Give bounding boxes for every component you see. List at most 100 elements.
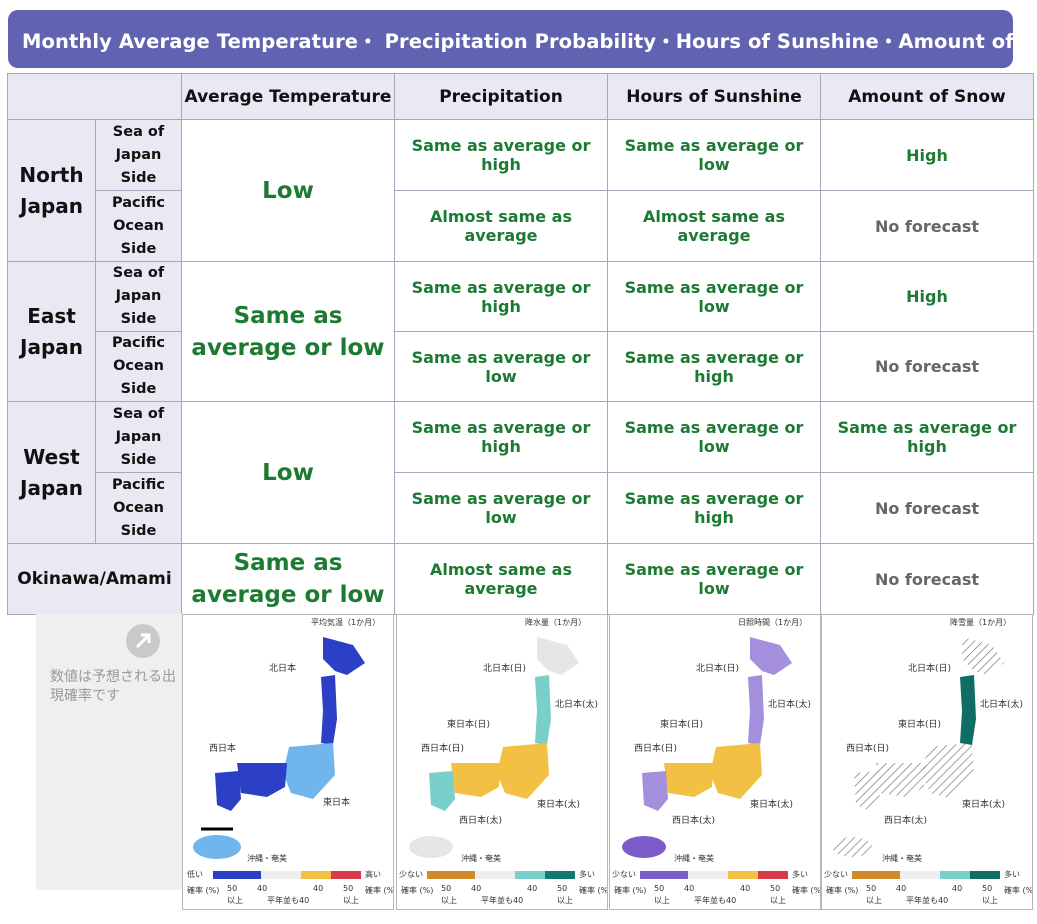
legend-mid: 平年並も40 [481,895,523,905]
legend-num: 50 [343,884,353,893]
legend-num: 40 [313,884,323,893]
map-temperature: 平均気温（1か月） 北日本 西日本 東日本 沖縄・奄美 低い 高い 確率 (%)… [182,614,394,910]
legend-prob: 確率 (%) [1004,885,1032,895]
legend-mid: 平年並も40 [906,895,948,905]
legend-left: 少ない [612,870,636,879]
legend-num: 50 [557,884,567,893]
temp-north: Low [181,119,395,262]
legend-mid: 平年並も40 [694,895,736,905]
region-west: West Japan [7,401,96,544]
header-sunshine: Hours of Sunshine [607,73,821,120]
legend-swatch-high [545,871,575,879]
sunshine-okinawa: Same as average or low [607,543,821,615]
legend-swatch-mid [688,871,728,879]
sunshine-west-pacific: Same as average or high [607,472,821,544]
map-label-okinawa: 沖縄・奄美 [461,853,501,863]
snow-east-sea: High [820,261,1034,332]
legend-right: 高い [365,869,381,879]
japan-region-west [451,763,501,797]
legend-num: 40 [952,884,962,893]
table-row: Pacific Ocean Side Same as average or lo… [8,472,1034,544]
map-label-west: 西日本 [209,742,236,754]
precip-east-pacific: Same as average or low [394,331,608,402]
japan-region-west [642,771,668,811]
legend-swatch-warm [940,871,970,879]
map-label-north2: 北日本(太) [980,698,1023,710]
legend-prob: 確率 (%) [792,885,820,895]
japan-region-west [854,771,880,811]
map-label-west: 西日本(日) [634,742,677,754]
japan-region-north [537,637,579,675]
table-row: Pacific Ocean Side Same as average or lo… [8,331,1034,402]
arrow-up-right-icon[interactable] [126,624,160,658]
map-label-north: 北日本(日) [483,662,526,674]
japan-region-okinawa [409,836,453,858]
legend-ijo: 以上 [227,896,243,905]
precip-north-pacific: Almost same as average [394,190,608,262]
legend-swatch-mid [261,871,301,879]
table-row: Okinawa/Amami Same as average or low Alm… [7,543,1034,615]
snow-east-pacific: No forecast [820,331,1034,402]
map-title: 降雪量（1か月） [950,617,1011,627]
side-sea: Sea of Japan Side [95,261,182,332]
legend-num: 50 [770,884,780,893]
japan-region-okinawa [832,837,872,857]
legend-right: 多い [1004,869,1020,879]
legend-num: 40 [684,884,694,893]
probability-note-text: 数値は予想される出現確率です [50,669,176,704]
table-row: North Japan Sea of Japan Side Low Same a… [7,119,1034,262]
table-row: East Japan Sea of Japan Side Same as ave… [7,261,1034,402]
map-label-north: 北日本(日) [908,662,951,674]
sunshine-east-pacific: Same as average or high [607,331,821,402]
sunshine-east-sea: Same as average or low [607,261,821,332]
temp-west: Low [181,401,395,544]
region-north: North Japan [7,119,96,262]
legend-left: 低い [187,869,203,879]
map-title: 平均気温（1か月） [311,617,380,627]
legend-swatch-warm [301,871,331,879]
legend-num: 50 [866,884,876,893]
legend-num: 50 [982,884,992,893]
precip-west-sea: Same as average or high [394,401,608,473]
map-label-east: 東日本(日) [447,718,490,730]
japan-region-east [922,743,974,799]
japan-region-west [237,763,287,797]
legend-swatch-high [970,871,1000,879]
map-label-west: 西日本(日) [421,742,464,754]
map-label-east: 東日本(日) [898,718,941,730]
legend-num: 50 [441,884,451,893]
region-east: East Japan [7,261,96,402]
snow-north-pacific: No forecast [820,190,1034,262]
precip-east-sea: Same as average or high [394,261,608,332]
legend-num: 40 [896,884,906,893]
legend-right: 多い [579,869,595,879]
map-label-east: 東日本 [323,796,350,808]
legend-swatch-warm [515,871,545,879]
legend-swatch-low [852,871,900,879]
legend-swatch-low [427,871,475,879]
legend-ijo: 以上 [654,896,670,905]
map-label-north: 北日本 [269,662,296,674]
precip-north-sea: Same as average or high [394,119,608,191]
map-label-okinawa: 沖縄・奄美 [247,853,287,863]
legend-left: 少ない [824,870,848,879]
legend-swatch-high [758,871,788,879]
precip-west-pacific: Same as average or low [394,472,608,544]
probability-note-panel: 数値は予想される出現確率です [36,614,182,890]
map-label-okinawa: 沖縄・奄美 [882,853,922,863]
japan-region-east [283,743,335,799]
legend-num: 50 [654,884,664,893]
legend-num: 40 [257,884,267,893]
header-snow: Amount of Snow [820,73,1034,120]
header-row: Average Temperature Precipitation Hours … [7,73,1034,120]
legend-prob: 確率 (%) [401,885,433,895]
map-label-north: 北日本(日) [696,662,739,674]
legend-swatch-warm [728,871,758,879]
legend-swatch-low [640,871,688,879]
map-label-north2: 北日本(太) [555,698,598,710]
japan-region-east [710,743,762,799]
map-label-okinawa: 沖縄・奄美 [674,853,714,863]
japan-region-okinawa [622,836,666,858]
map-precipitation: 降水量（1か月） 北日本(日) 北日本(太) 東日本(日) 東日本(太) 西日本… [396,614,608,910]
legend-num: 40 [471,884,481,893]
